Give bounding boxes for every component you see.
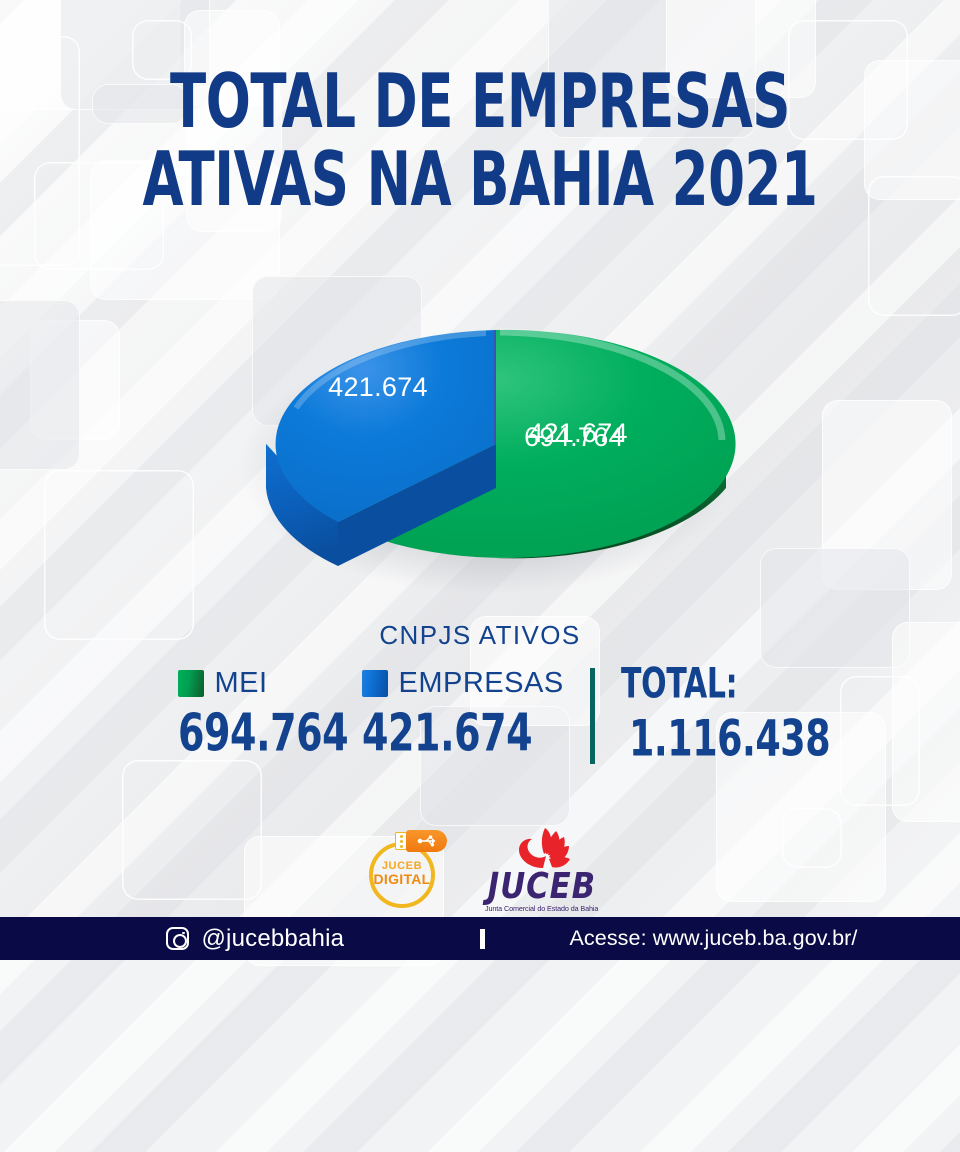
juceb-logo: JUCEB Junta Comercial do Estado da Bahia xyxy=(485,824,599,913)
background-square xyxy=(864,60,960,200)
pie-chart: 421.674 421.674 694.764 xyxy=(236,296,736,596)
usb-symbol-icon xyxy=(417,835,435,847)
background-square xyxy=(666,0,816,98)
title-line-1: TOTAL DE EMPRESAS xyxy=(170,57,790,145)
legend-item-empresas: EMPRESAS 421.674 xyxy=(350,664,580,764)
legend-item-mei-value: 694.764 xyxy=(177,703,349,764)
legend-divider xyxy=(589,668,595,764)
legend-item-empresas-value: 421.674 xyxy=(361,703,533,764)
total-value: 1.116.438 xyxy=(628,709,831,768)
pie-highlight-blue xyxy=(293,330,487,410)
title-line-2: ATIVAS NA BAHIA 2021 xyxy=(142,135,818,223)
red-fan-swirl-icon xyxy=(507,824,579,870)
legend-item-empresas-label: EMPRESAS xyxy=(398,666,564,699)
juceb-digital-logo: JUCEB DIGITAL xyxy=(363,824,455,912)
total-block: TOTAL: 1.116.438 xyxy=(620,659,831,768)
pie-highlight-green xyxy=(499,328,726,441)
footer-social[interactable]: @jucebbahia xyxy=(102,925,432,953)
pie-label-mei: 694.764 xyxy=(524,422,624,452)
instagram-icon[interactable] xyxy=(166,927,190,950)
juceb-wordmark: JUCEB xyxy=(487,866,597,907)
legend-header: CNPJS ATIVOS xyxy=(379,620,581,650)
footer-divider xyxy=(480,928,486,949)
juceb-tagline: Junta Comercial do Estado da Bahia xyxy=(485,904,599,913)
pie-label-empresas: 421.674 xyxy=(528,418,628,448)
background-square xyxy=(892,622,960,822)
juceb-digital-line1: JUCEB xyxy=(381,860,423,872)
background-square xyxy=(90,160,280,300)
website-url[interactable]: Acesse: www.juceb.ba.gov.br/ xyxy=(569,926,858,950)
green-cube-icon xyxy=(177,669,204,697)
pie-label-empresas-text: 421.674 xyxy=(328,372,428,402)
background-square xyxy=(0,300,80,470)
background-square xyxy=(716,712,886,902)
juceb-digital-line2: DIGITAL xyxy=(373,871,431,887)
instagram-handle[interactable]: @jucebbahia xyxy=(201,924,345,952)
background-square xyxy=(92,84,188,124)
legend-item-mei: MEI 694.764 xyxy=(140,664,350,764)
pie-slice-empresas xyxy=(266,330,496,566)
background-square xyxy=(44,470,194,640)
usb-flash-drive-icon xyxy=(395,830,447,852)
background-square xyxy=(760,548,910,668)
footer-bar: @jucebbahia Acesse: www.juceb.ba.gov.br/ xyxy=(0,917,960,960)
legend-item-mei-label: MEI xyxy=(214,666,268,699)
page-title: TOTAL DE EMPRESAS ATIVAS NA BAHIA 2021 xyxy=(0,57,960,222)
logo-row: JUCEB DIGITAL JUCEB Junta Comercial do E… xyxy=(0,822,960,914)
legend: MEI 694.764 EMPRESAS 421.674 TOTAL: 1.11… xyxy=(0,659,960,774)
background-square xyxy=(470,616,600,726)
total-label: TOTAL: xyxy=(620,659,738,708)
blue-cube-icon xyxy=(361,669,388,697)
background-square xyxy=(420,706,570,826)
